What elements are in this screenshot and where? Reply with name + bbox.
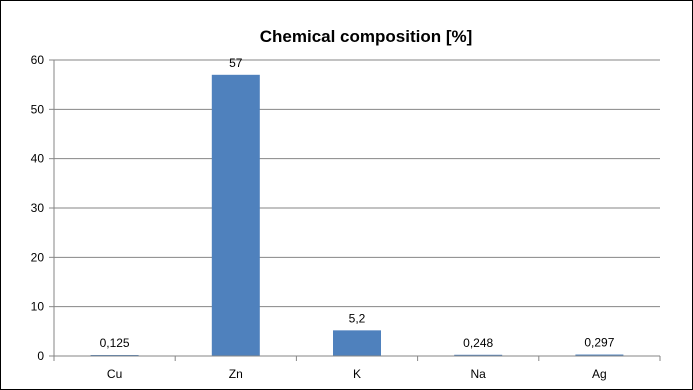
y-tick-label: 0 xyxy=(37,349,44,363)
chart-title: Chemical composition [%] xyxy=(260,27,473,46)
bars xyxy=(90,74,624,357)
x-tick-label: Na xyxy=(471,367,487,381)
gridlines xyxy=(54,59,660,308)
data-label: 57 xyxy=(229,56,243,70)
y-tick-label: 10 xyxy=(31,300,45,314)
x-tick-label: Zn xyxy=(229,367,243,381)
data-label: 5,2 xyxy=(349,311,366,325)
bar-k xyxy=(333,330,381,356)
y-tick-label: 60 xyxy=(31,53,45,67)
data-label: 0,248 xyxy=(463,336,493,350)
y-tick-label: 20 xyxy=(31,250,45,264)
y-tick-label: 30 xyxy=(31,201,45,215)
data-labels: 0,125 57 5,2 0,248 0,297 xyxy=(100,56,615,350)
bar-zn xyxy=(211,74,260,357)
x-tick-label: Cu xyxy=(107,367,122,381)
data-label: 0,125 xyxy=(100,336,130,350)
axes: 0 10 20 30 40 50 60 Cu Zn K Na Ag xyxy=(31,53,661,381)
x-tick-label: K xyxy=(353,367,361,381)
x-tick-label: Ag xyxy=(592,367,607,381)
bar-ag xyxy=(575,354,624,356)
y-tick-label: 50 xyxy=(31,102,45,116)
data-label: 0,297 xyxy=(584,336,614,350)
bar-na xyxy=(454,354,503,356)
y-tick-label: 40 xyxy=(31,152,45,166)
